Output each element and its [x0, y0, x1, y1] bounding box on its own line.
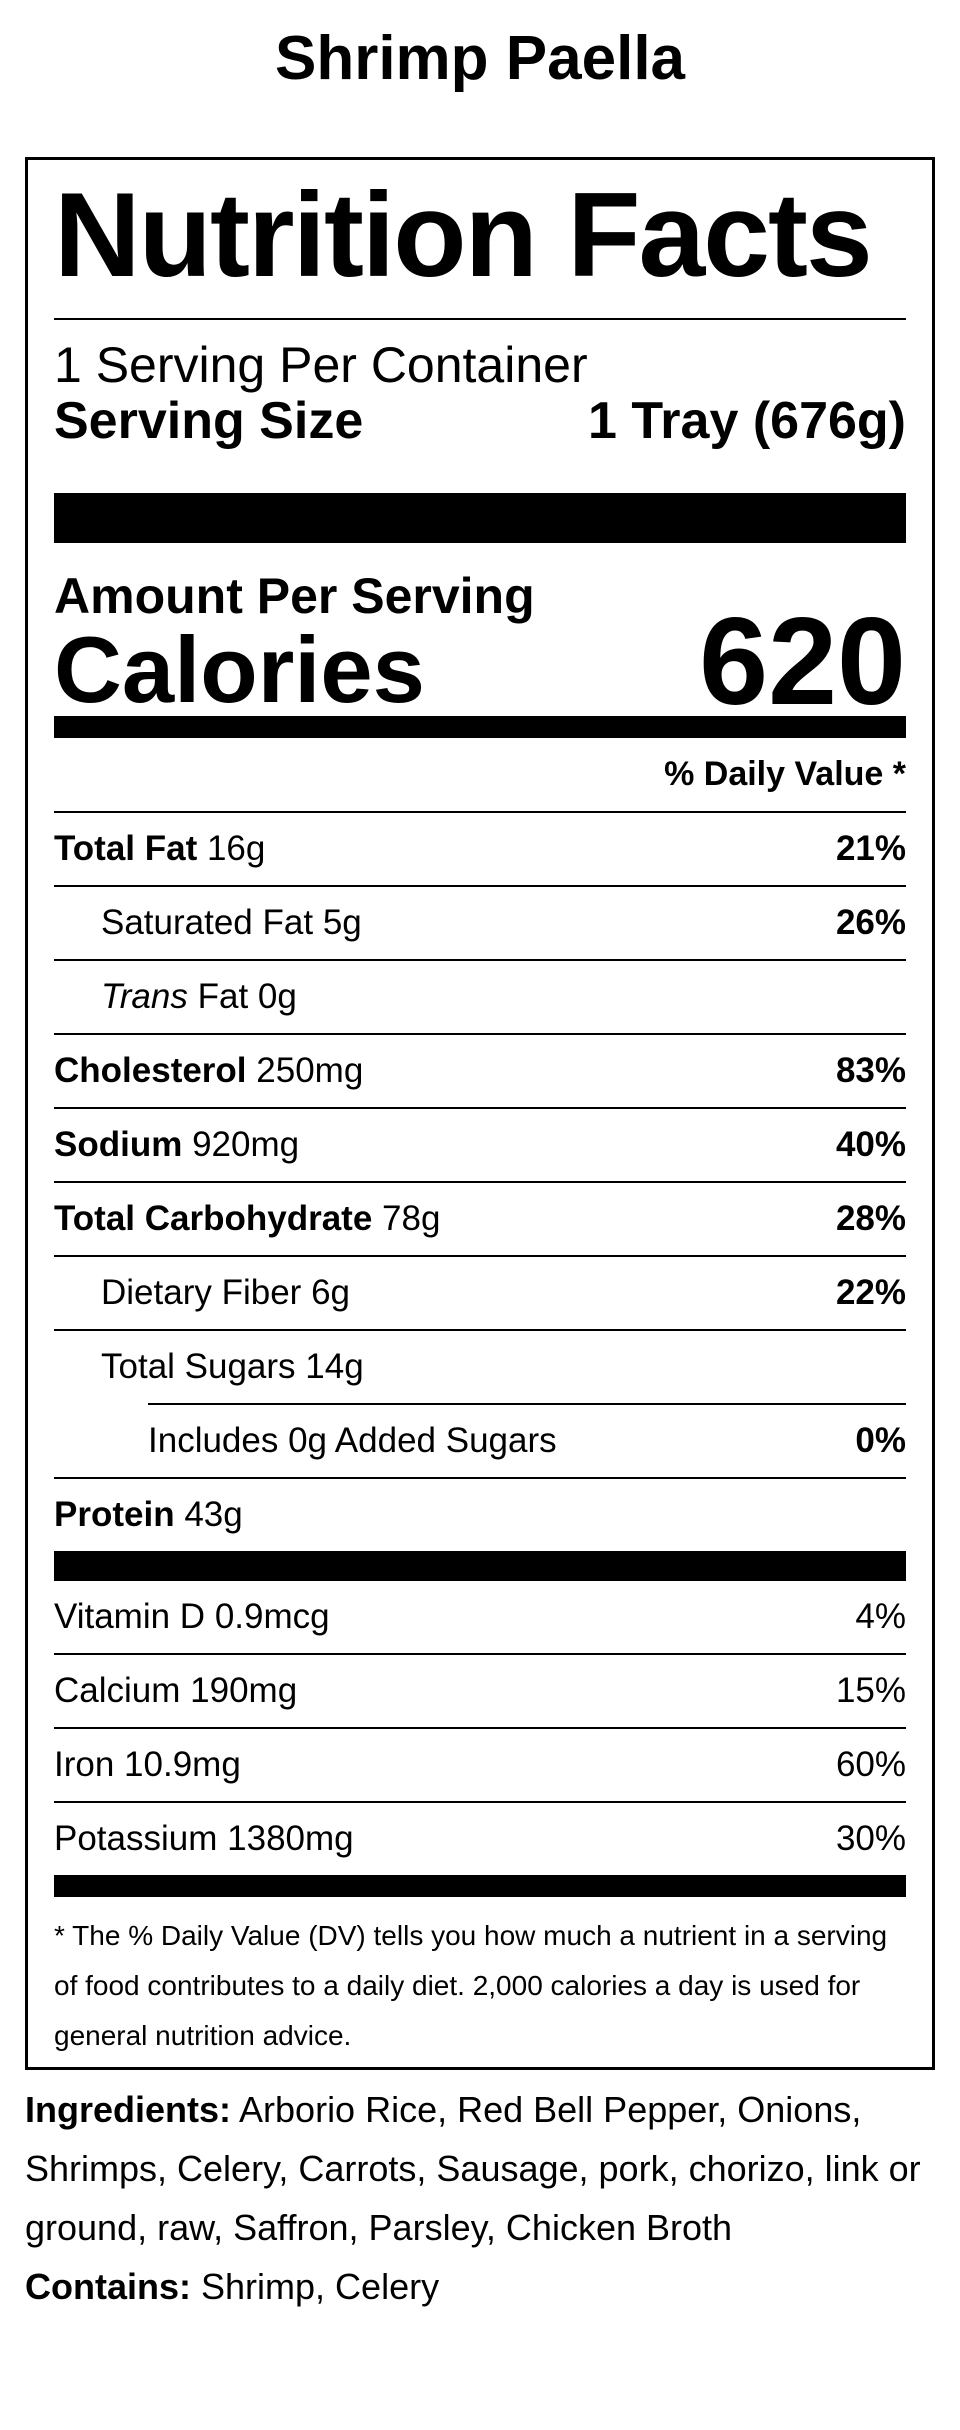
nutrient-row: Saturated Fat 5g 26% — [54, 885, 906, 959]
ingredients: Ingredients: Arborio Rice, Red Bell Pepp… — [25, 2080, 935, 2257]
thick-rule — [54, 1551, 906, 1581]
nutrient-amount: 250mg — [256, 1051, 364, 1090]
nutrient-amount: 920mg — [192, 1125, 300, 1164]
nutrient-row: Total Fat 16g 21% — [54, 811, 906, 885]
nutrient-name: Sodium — [54, 1125, 183, 1164]
nutrient-amount: 43g — [184, 1495, 243, 1534]
nutrient-dv: 22% — [835, 1273, 906, 1312]
nutrient-amount: 5g — [322, 903, 362, 942]
nutrient-label: Total Sugars 14g — [101, 1331, 364, 1403]
contains-label: Contains: — [25, 2266, 191, 2307]
vitamin-dv: 4% — [855, 1597, 906, 1636]
nutrient-dv: 26% — [835, 903, 906, 942]
vitamin-amount: 10.9mg — [124, 1745, 241, 1784]
nutrient-row: Cholesterol 250mg 83% — [54, 1033, 906, 1107]
thick-rule — [54, 493, 906, 543]
daily-value-header: % Daily Value * — [664, 755, 906, 793]
nutrient-name: Fat — [197, 977, 249, 1016]
nutrient-label: Saturated Fat 5g — [101, 887, 362, 959]
nutrient-dv: 40% — [835, 1125, 906, 1164]
nutrient-name: Dietary Fiber — [101, 1273, 302, 1312]
vitamin-label: Calcium 190mg — [54, 1655, 297, 1727]
nutrient-label: Protein 43g — [54, 1479, 243, 1551]
nutrient-name: Includes 0g Added Sugars — [148, 1421, 557, 1460]
nutrient-label: Trans Fat 0g — [101, 961, 297, 1033]
nutrient-label: Cholesterol 250mg — [54, 1035, 363, 1107]
servings-per-container: 1 Serving Per Container — [54, 337, 588, 393]
nutrient-amount: 14g — [305, 1347, 364, 1386]
nutrient-label: Dietary Fiber 6g — [101, 1257, 350, 1329]
nutrient-row: Total Carbohydrate 78g 28% — [54, 1181, 906, 1255]
ingredients-label: Ingredients: — [25, 2089, 232, 2130]
vitamin-amount: 0.9mcg — [214, 1597, 330, 1636]
vitamin-name: Vitamin D — [54, 1597, 206, 1636]
nutrient-amount: 6g — [311, 1273, 350, 1312]
recipe-title: Shrimp Paella — [274, 24, 686, 93]
nutrient-dv: 83% — [835, 1051, 906, 1090]
nutrition-label: Nutrition Facts 1 Serving Per Container … — [25, 157, 935, 2070]
nutrient-name: Protein — [54, 1495, 175, 1534]
nutrient-dv: 28% — [835, 1199, 906, 1238]
vitamin-label: Potassium 1380mg — [54, 1803, 354, 1875]
ingredients-block: Ingredients: Arborio Rice, Red Bell Pepp… — [25, 2080, 935, 2316]
footnote: * The % Daily Value (DV) tells you how m… — [54, 1920, 888, 2051]
nutrient-row: Trans Fat 0g — [54, 959, 906, 1033]
nutrient-amount: 78g — [382, 1199, 441, 1238]
vitamin-row: Calcium 190mg 15% — [54, 1653, 906, 1727]
contains: Contains: Shrimp, Celery — [25, 2257, 935, 2316]
amount-per-serving: Amount Per Serving — [54, 568, 535, 624]
calories-value: 620 — [699, 593, 906, 731]
vitamin-name: Iron — [54, 1745, 115, 1784]
label-heading: Nutrition Facts — [54, 160, 906, 320]
calories-label: Calories — [54, 617, 425, 722]
nutrient-amount: 0g — [257, 977, 297, 1016]
nutrient-row: Includes 0g Added Sugars 0% — [148, 1403, 906, 1477]
nutrient-name: Total Sugars — [101, 1347, 296, 1386]
nutrient-row: Total Sugars 14g — [54, 1329, 906, 1403]
calories-left: Amount Per Serving Calories — [54, 568, 535, 722]
nutrient-amount: 16g — [206, 829, 266, 868]
vitamin-dv: 60% — [835, 1745, 906, 1784]
thick-rule — [54, 1875, 906, 1897]
vitamin-row: Iron 10.9mg 60% — [54, 1727, 906, 1801]
nutrient-name: Saturated Fat — [101, 903, 314, 942]
vitamin-amount: 1380mg — [227, 1819, 354, 1858]
vitamin-label: Vitamin D 0.9mcg — [54, 1581, 330, 1653]
nutrient-dv: 0% — [855, 1421, 906, 1460]
nutrient-name: Total Carbohydrate — [54, 1199, 373, 1238]
nutrient-label: Total Fat 16g — [54, 813, 265, 885]
serving-size-label: Serving Size — [54, 392, 364, 450]
nutrient-row: Dietary Fiber 6g 22% — [54, 1255, 906, 1329]
nutrient-list: Total Fat 16g 21% Saturated Fat 5g 26% Trans… — [54, 811, 906, 1551]
nutrient-row: Protein 43g — [54, 1477, 906, 1551]
nutrient-dv: 21% — [835, 829, 906, 868]
vitamin-name: Potassium — [54, 1819, 218, 1858]
contains-text: Shrimp, Celery — [201, 2266, 440, 2307]
serving-size: Serving Size 1 Tray (676g) — [54, 393, 906, 449]
ingredients-text: Arborio Rice, Red Bell Pepper, Onions, S… — [25, 2089, 921, 2248]
nutrient-name: Cholesterol — [54, 1051, 247, 1090]
vitamin-dv: 15% — [835, 1671, 906, 1710]
vitamin-row: Vitamin D 0.9mcg 4% — [54, 1581, 906, 1653]
vitamin-dv: 30% — [835, 1819, 906, 1858]
nutrient-name: Total Fat — [54, 829, 198, 868]
nutrient-row: Sodium 920mg 40% — [54, 1107, 906, 1181]
nutrient-label: Sodium 920mg — [54, 1109, 299, 1181]
serving-size-value: 1 Tray (676g) — [588, 392, 906, 450]
nutrient-label: Includes 0g Added Sugars — [148, 1405, 557, 1477]
calories-block: Amount Per Serving Calories 620 — [54, 543, 906, 731]
nutrient-label: Total Carbohydrate 78g — [54, 1183, 440, 1255]
vitamin-list: Vitamin D 0.9mcg 4% Calcium 190mg 15% Iron 1… — [54, 1581, 906, 1875]
vitamin-label: Iron 10.9mg — [54, 1729, 241, 1801]
vitamin-name: Calcium — [54, 1671, 181, 1710]
thick-rule — [54, 716, 906, 738]
nutrient-name-italic: Trans — [101, 977, 188, 1016]
vitamin-row: Potassium 1380mg 30% — [54, 1801, 906, 1875]
vitamin-amount: 190mg — [190, 1671, 298, 1710]
